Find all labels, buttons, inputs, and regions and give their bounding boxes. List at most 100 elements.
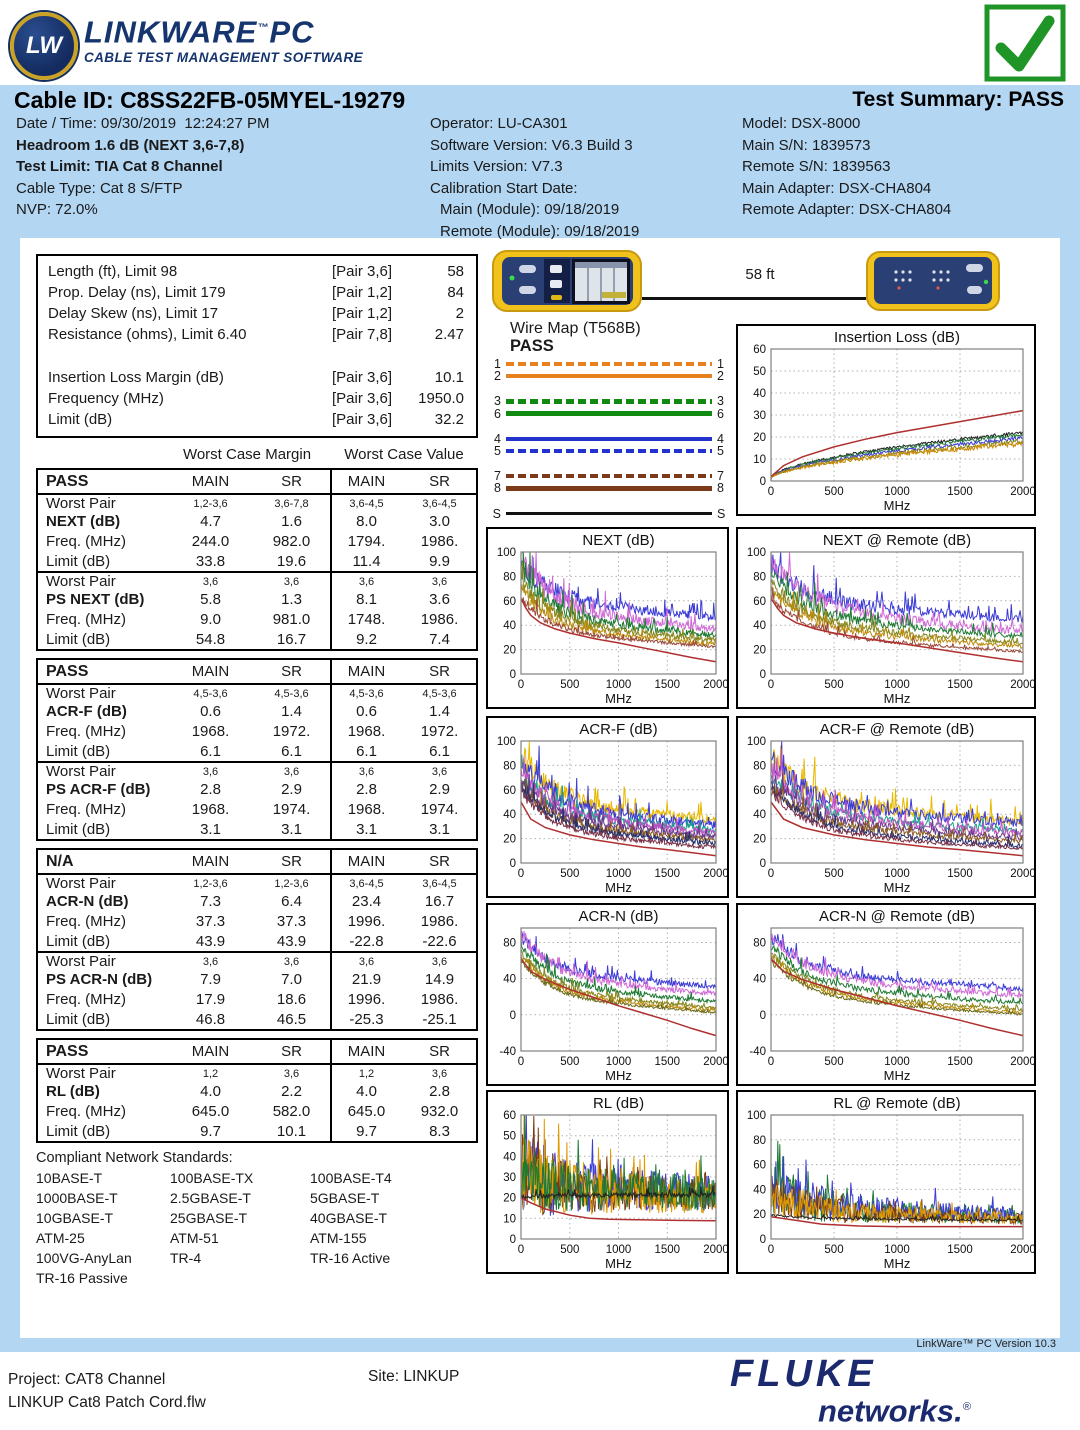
status-label: PASS	[46, 1042, 89, 1060]
wire-pin-left: S	[492, 506, 501, 521]
svg-text:50: 50	[753, 366, 766, 378]
info-line: Model: DSX-8000	[742, 115, 861, 132]
worst-pair-value: 3,6-7,8	[274, 497, 309, 510]
svg-text:100: 100	[497, 547, 516, 559]
worst-pair-value: 3,6-4,5	[349, 497, 384, 510]
metric-row: ACR-N (dB) 7.3 6.4 23.4 16.7	[38, 891, 476, 911]
svg-text:100: 100	[747, 547, 766, 559]
worst-pair-row: Worst Pair 3,6 3,6 3,6 3,6	[38, 573, 476, 590]
svg-text:40: 40	[503, 809, 516, 821]
info-line: Main Adapter: DSX-CHA804	[742, 179, 932, 197]
svg-text:50: 50	[503, 1131, 516, 1143]
worst-pair-value: 3,6	[358, 955, 375, 968]
standards-column: 10BASE-T 1000BASE-T 10GBASE-T ATM-25 100VG-A…	[36, 1170, 170, 1290]
worst-pair-value: 3,6	[431, 955, 448, 968]
limit-row: Limit (dB) 3.1 3.1 3.1 3.1	[38, 819, 476, 839]
svg-text:80: 80	[503, 571, 516, 583]
column-header: SR	[429, 473, 450, 490]
standard-item: 2.5GBASE-T	[170, 1190, 251, 1206]
metric-value: 3.0	[429, 512, 450, 530]
limit-value: 54.8	[195, 630, 226, 648]
svg-text:80: 80	[753, 1135, 766, 1147]
svg-text:40: 40	[753, 1184, 766, 1196]
linkware-logo-subtitle: CABLE TEST MANAGEMENT SOFTWARE	[84, 50, 363, 66]
svg-text:2000: 2000	[1010, 1244, 1034, 1256]
wire-line	[506, 512, 712, 516]
standards-title: Compliant Network Standards:	[36, 1150, 233, 1166]
svg-text:60: 60	[753, 596, 766, 608]
freq-value: 1968.	[347, 722, 386, 740]
svg-text:1000: 1000	[884, 1244, 910, 1256]
table-divider	[330, 660, 332, 839]
rl-chart: RL (dB) 0 10 20 30 40 50 60 0 500 1000 1500 2000 MHz	[486, 1090, 729, 1274]
freq-value: 37.3	[276, 912, 307, 930]
standard-item: 25GBASE-T	[170, 1210, 248, 1226]
metric-row: PS NEXT (dB) 5.8 1.3 8.1 3.6	[38, 589, 476, 609]
svg-text:80: 80	[753, 938, 766, 950]
info-line: Calibration Start Date:	[430, 179, 578, 197]
svg-text:1000: 1000	[606, 1056, 632, 1068]
measurement-block: N/A MAIN SR MAIN SR Worst Pair 1,2-3,6 1,2-3,6 3…	[36, 848, 478, 1031]
column-header: MAIN	[191, 473, 230, 490]
row-label: Limit (dB)	[46, 1122, 111, 1140]
row-label: Freq. (MHz)	[46, 990, 126, 1008]
svg-text:1500: 1500	[655, 1244, 681, 1256]
block-header-row: PASS MAIN SR MAIN SR	[38, 470, 476, 495]
wire-pin-left: 1	[494, 357, 501, 371]
wire-pin-left: 5	[494, 444, 501, 458]
svg-text:500: 500	[560, 1244, 579, 1256]
metric-value: 4.7	[200, 512, 221, 530]
svg-text:500: 500	[560, 868, 579, 880]
summary-value: 10.1	[434, 369, 464, 386]
freq-row: Freq. (MHz) 37.3 37.3 1996. 1986.	[38, 911, 476, 931]
standard-item: 1000BASE-T	[36, 1190, 118, 1206]
header-info-middle: Operator: LU-CA301 Software Version: V6.3…	[430, 115, 639, 244]
freq-value: 645.0	[347, 1102, 386, 1120]
worst-case-value-header: Worst Case Value	[344, 446, 464, 463]
summary-row: Limit (dB) [Pair 3,6] 32.2	[48, 409, 468, 430]
svg-text:2000: 2000	[1010, 868, 1034, 880]
column-header: SR	[281, 853, 302, 870]
summary-value: 32.2	[434, 411, 464, 428]
metric-value: 1.6	[281, 512, 302, 530]
limit-value: -22.6	[422, 932, 457, 950]
row-label: Freq. (MHz)	[46, 800, 126, 818]
svg-text:0: 0	[760, 1234, 766, 1246]
block-header-row: PASS MAIN SR MAIN SR	[38, 1040, 476, 1065]
wire-map-title: Wire Map (T568B)	[510, 320, 641, 337]
metric-row: ACR-F (dB) 0.6 1.4 0.6 1.4	[38, 701, 476, 721]
summary-row: Delay Skew (ns), Limit 17 [Pair 1,2] 2	[48, 303, 468, 324]
column-header: MAIN	[347, 663, 386, 680]
svg-text:100: 100	[747, 1110, 766, 1122]
limit-value: 9.7	[200, 1122, 221, 1140]
worst-pair-value: 3,6-4,5	[422, 497, 457, 510]
svg-text:2000: 2000	[703, 868, 727, 880]
svg-text:1000: 1000	[884, 679, 910, 691]
metric-value: 7.9	[200, 970, 221, 988]
measurement-block: PASS MAIN SR MAIN SR Worst Pair 4,5-3,6 4,5-3,6…	[36, 658, 478, 841]
freq-value: 582.0	[272, 1102, 311, 1120]
metric-row: NEXT (dB) 4.7 1.6 8.0 3.0	[38, 511, 476, 531]
info-line: Software Version: V6.3 Build 3	[430, 136, 633, 154]
freq-value: 932.0	[420, 1102, 459, 1120]
wire-pin-left: 6	[494, 406, 501, 421]
summary-row: Frequency (MHz) [Pair 3,6] 1950.0	[48, 388, 468, 409]
info-line: Remote (Module): 09/18/2019	[440, 222, 640, 240]
svg-text:0: 0	[768, 1056, 774, 1068]
column-header: MAIN	[191, 1043, 230, 1060]
metric-value: 21.9	[351, 970, 382, 988]
linkware-logo: LINKWARE™PC CABLE TEST MANAGEMENT SOFTWA…	[84, 12, 363, 66]
summary-pair: [Pair 3,6]	[331, 263, 392, 280]
remote-tester-image	[866, 250, 1000, 312]
freq-value: 645.0	[191, 1102, 230, 1120]
wire-pin-right: 3	[717, 394, 724, 409]
standard-item: 5GBASE-T	[310, 1190, 380, 1206]
svg-text:0: 0	[510, 858, 516, 870]
row-label: Limit (dB)	[46, 630, 111, 648]
metric-value: 2.8	[429, 1082, 450, 1100]
column-header: SR	[281, 1043, 302, 1060]
metric-row: PS ACR-F (dB) 2.8 2.9 2.8 2.9	[38, 779, 476, 799]
